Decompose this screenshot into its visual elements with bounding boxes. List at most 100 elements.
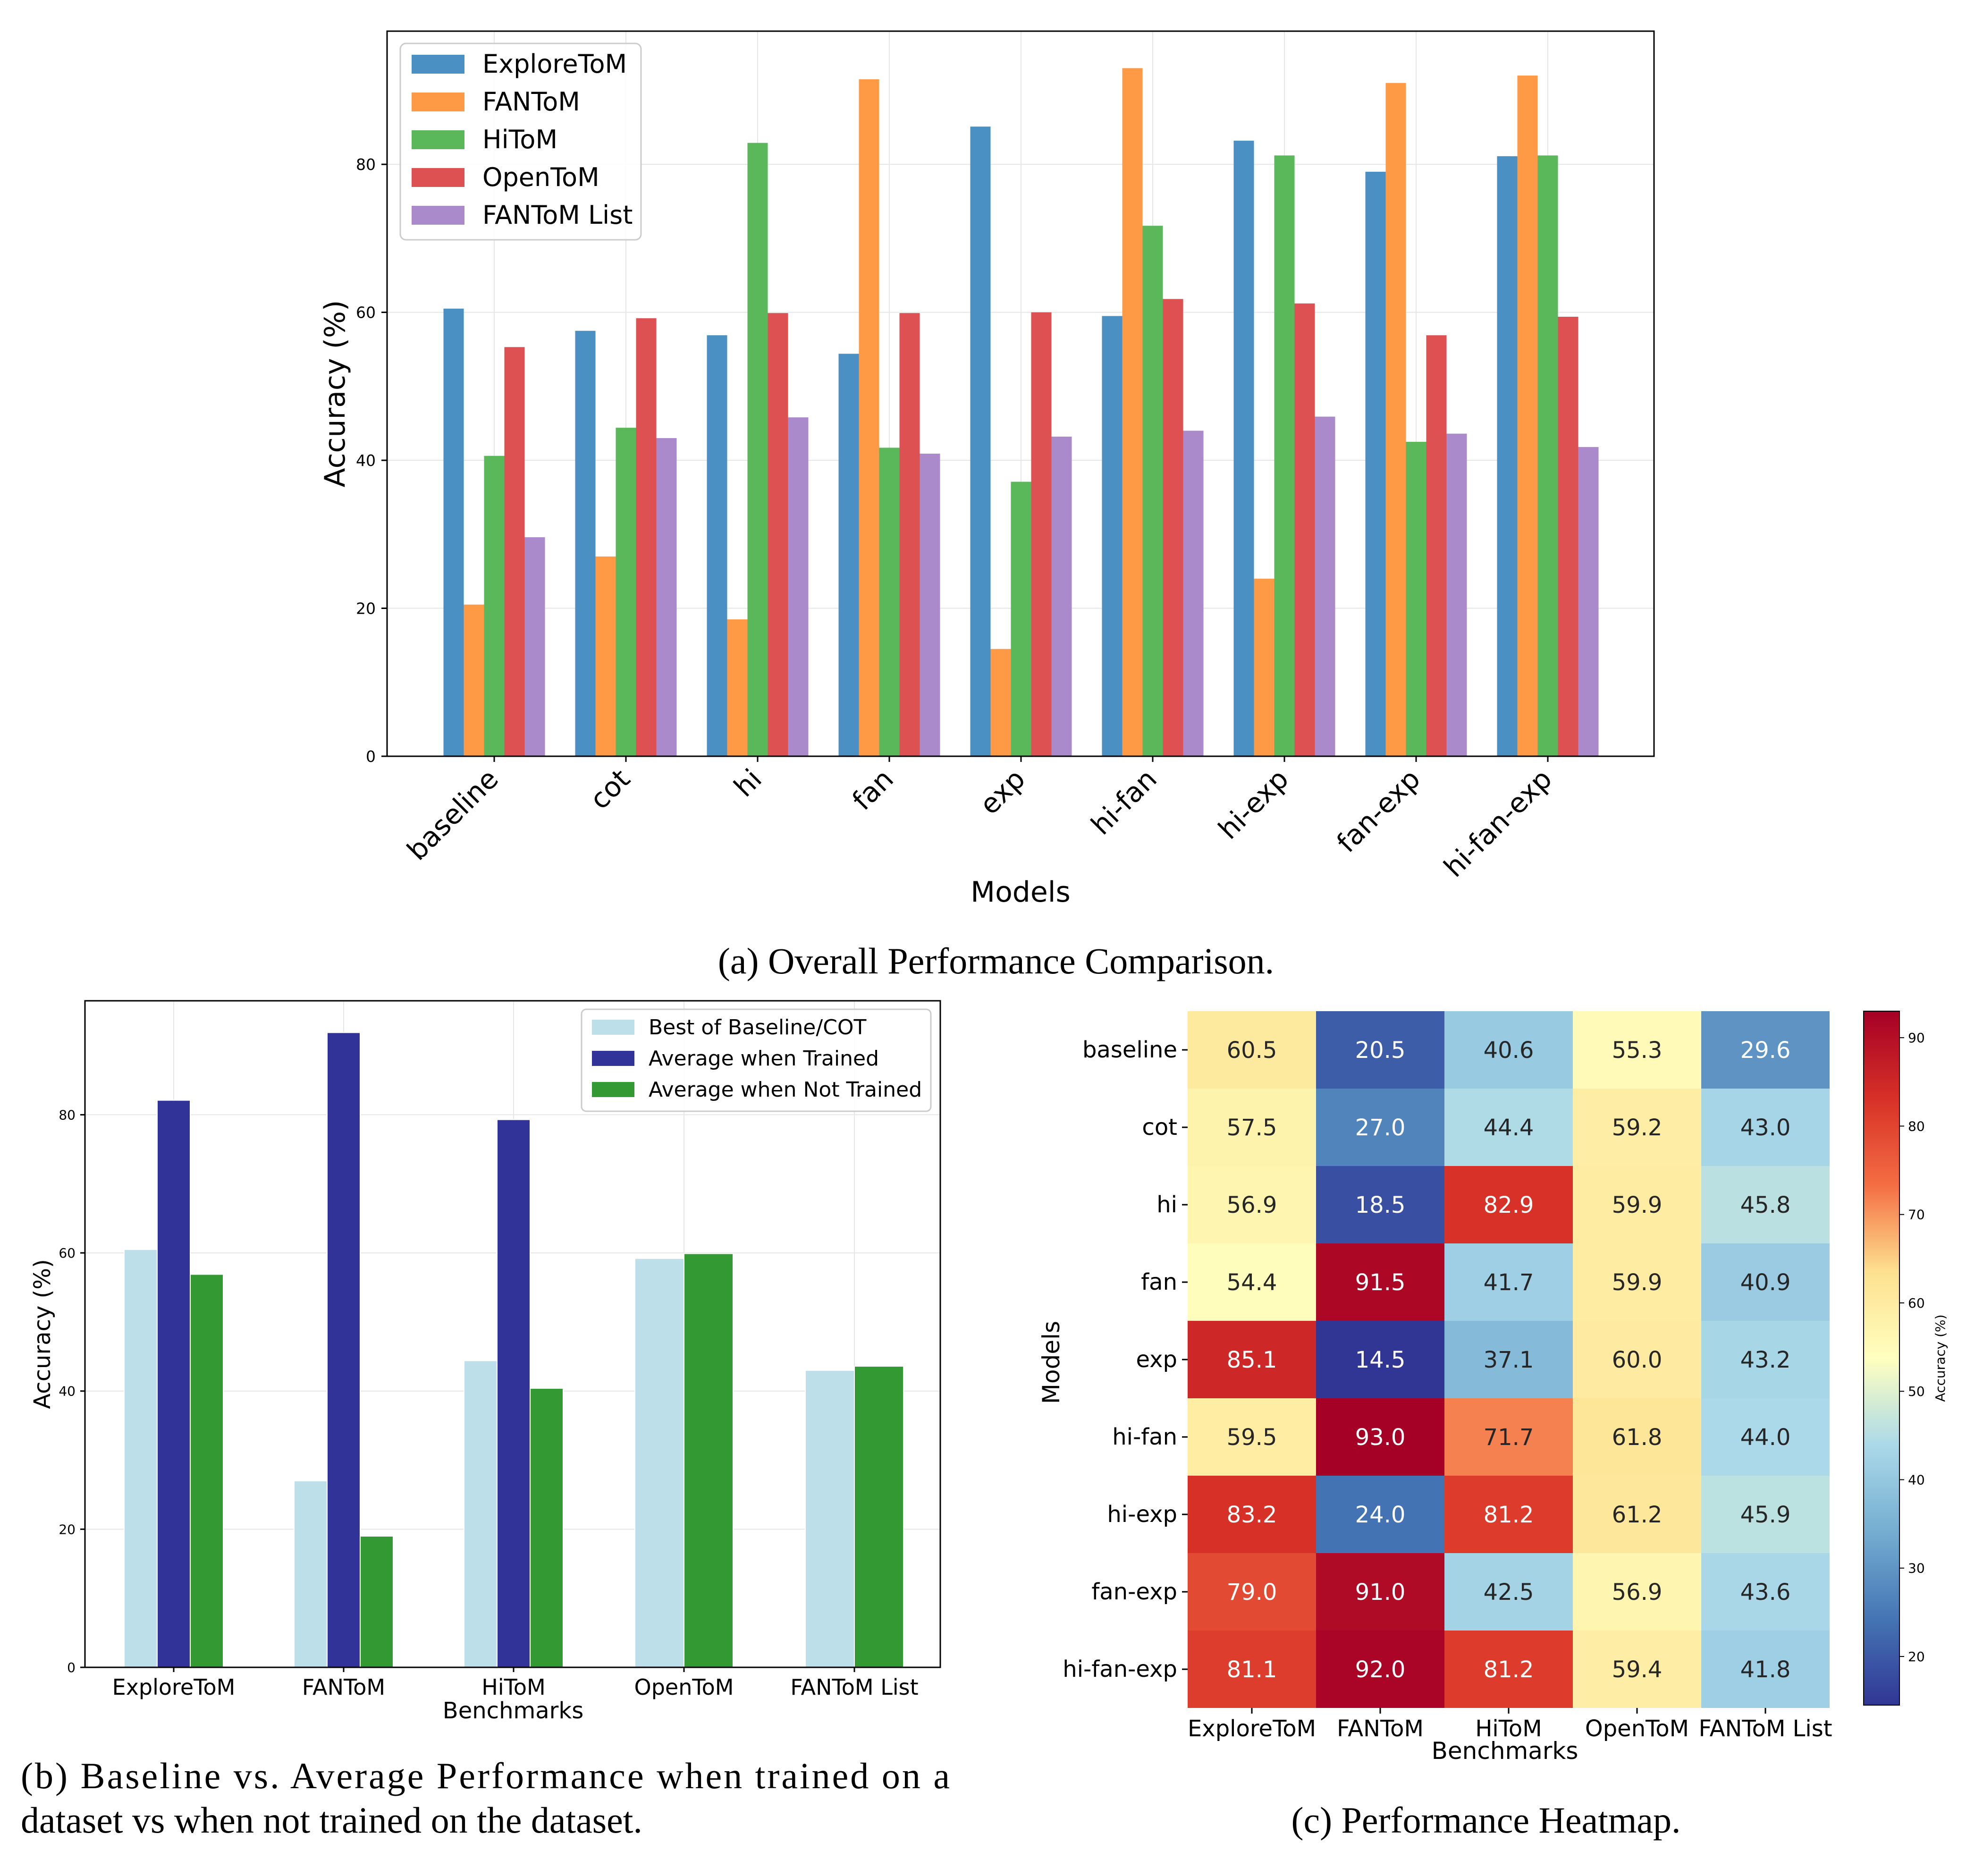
heatmap-value-label: 45.8 <box>1740 1192 1791 1218</box>
heatmap-cell-hi-exp-fantom <box>1316 1476 1444 1553</box>
legend-swatch-exploretom <box>412 55 464 74</box>
heatmap-cell-fan-fantom-list <box>1701 1243 1830 1321</box>
heatmap-cell-hi-exp-fantom-list <box>1701 1476 1830 1553</box>
chart-b-y-tick-label: 40 <box>59 1384 76 1399</box>
bar-fantom-list-average-when-not-trained <box>854 1366 904 1668</box>
heatmap-value-label: 93.0 <box>1355 1424 1406 1451</box>
bar-hi-fantom <box>727 619 748 756</box>
colorbar-tick-label: 70 <box>1908 1207 1925 1223</box>
heatmap-value-label: 59.9 <box>1612 1192 1663 1218</box>
bar-opentom-best-of-baseline-cot <box>634 1258 684 1668</box>
legend-swatch-average-when-not-trained <box>592 1082 634 1097</box>
legend-label-fantom: FANToM <box>482 87 580 117</box>
heatmap-value-label: 91.0 <box>1355 1579 1406 1606</box>
bar-cot-fantom-list <box>656 438 677 756</box>
heatmap-cell-cot-opentom <box>1573 1089 1701 1166</box>
bar-hi-fan-exploretom <box>1102 316 1123 756</box>
bar-hi-fan-exp-fantom-list <box>1578 447 1599 756</box>
heatmap-cell-hi-fan-opentom <box>1573 1398 1701 1476</box>
caption-b-line-1: (b) Baseline vs. Average Performance whe… <box>21 1755 950 1796</box>
bar-exploretom-average-when-not-trained <box>190 1274 224 1668</box>
bar-fan-exp-fantom-list <box>1446 433 1467 756</box>
bar-fan-exp-fantom <box>1385 83 1406 757</box>
chart-b-x-tick-label: ExploreToM <box>112 1674 236 1700</box>
chart-a-y-axis-label: Accuracy (%) <box>319 300 352 488</box>
colorbar-gradient <box>1863 1011 1900 1706</box>
heatmap-cell-fan-exp-fantom-list <box>1701 1553 1830 1631</box>
heatmap-value-label: 54.4 <box>1227 1269 1277 1296</box>
chart-b-bars <box>124 1032 904 1668</box>
bar-hi-fantom-list <box>788 417 809 756</box>
chart-a-y-tick-label: 80 <box>356 155 376 174</box>
bar-exp-opentom <box>1031 312 1052 756</box>
heatmap-value-label: 43.0 <box>1740 1115 1791 1141</box>
bar-baseline-exploretom <box>443 308 464 756</box>
heatmap-value-label: 81.2 <box>1484 1502 1534 1528</box>
chart-b-y-tick-label: 20 <box>59 1521 76 1537</box>
chart-b-y-tick-label: 60 <box>59 1245 76 1261</box>
heatmap-cell-cot-fantom-list <box>1701 1089 1830 1166</box>
heatmap-value-label: 43.6 <box>1740 1579 1791 1606</box>
bar-hi-fan-fantom-list <box>1183 431 1204 756</box>
heatmap-cell-hi-fan-fantom <box>1316 1398 1444 1476</box>
caption-c: (c) Performance Heatmap. <box>1291 1800 1680 1841</box>
chart-b-x-tick-label: HiToM <box>481 1674 545 1700</box>
heatmap-cell-fan-fantom <box>1316 1243 1444 1321</box>
bar-hi-exp-opentom <box>1294 303 1315 756</box>
bar-hitom-average-when-not-trained <box>530 1387 564 1668</box>
bar-exploretom-average-when-trained <box>157 1099 191 1668</box>
bar-hi-opentom <box>768 313 788 756</box>
heatmap-value-label: 59.9 <box>1612 1269 1663 1296</box>
chart-b-y-ticks: 0 20 40 60 80 <box>59 1107 85 1675</box>
bar-exploretom-best-of-baseline-cot <box>124 1249 158 1668</box>
bar-baseline-hitom <box>484 456 505 756</box>
heatmap-value-label: 57.5 <box>1227 1115 1277 1141</box>
heatmap-cell-hi-fan-exp-opentom <box>1573 1631 1701 1708</box>
legend-swatch-fantom-list <box>412 206 464 225</box>
bar-cot-fantom <box>595 556 616 756</box>
heatmap-value-label: 83.2 <box>1227 1502 1277 1528</box>
chart-b-x-tick-label: OpenToM <box>634 1674 734 1700</box>
heatmap-x-axis-label: Benchmarks <box>1432 1737 1578 1765</box>
bar-exp-fantom-list <box>1051 436 1072 756</box>
legend-label-opentom: OpenToM <box>482 162 599 192</box>
heatmap-cell-hi-fan-hitom <box>1444 1398 1573 1476</box>
heatmap-row-label: baseline <box>1082 1037 1177 1063</box>
legend-label-average-when-not-trained: Average when Not Trained <box>649 1078 922 1102</box>
heatmap-row-label: hi-exp <box>1107 1501 1177 1528</box>
colorbar-tick-label: 80 <box>1908 1118 1925 1134</box>
heatmap-cell-baseline-exploretom <box>1188 1011 1316 1089</box>
heatmap-cell-baseline-fantom-list <box>1701 1011 1830 1089</box>
caption-a: (a) Overall Performance Comparison. <box>718 940 1274 981</box>
chart-a-y-tick-label: 40 <box>356 451 376 470</box>
heatmap-value-label: 56.9 <box>1612 1579 1663 1606</box>
legend-swatch-opentom <box>412 168 464 187</box>
heatmap-cell-fan-exp-exploretom <box>1188 1553 1316 1631</box>
bar-hi-fan-exp-opentom <box>1558 316 1578 756</box>
bar-cot-opentom <box>636 318 657 756</box>
heatmap-row-label: hi-fan-exp <box>1063 1656 1177 1682</box>
heatmap-value-label: 44.4 <box>1484 1115 1534 1141</box>
heatmap-cell-baseline-opentom <box>1573 1011 1701 1089</box>
bar-hitom-average-when-trained <box>497 1119 531 1668</box>
bar-fan-opentom <box>899 313 920 756</box>
heatmap-value-label: 44.0 <box>1740 1424 1791 1451</box>
heatmap-value-label: 60.0 <box>1612 1347 1663 1373</box>
heatmap-column-label: HiToM <box>1475 1715 1542 1742</box>
chart-b-x-tick-label: FANToM List <box>790 1674 918 1700</box>
bar-hi-exp-fantom <box>1254 578 1274 756</box>
bar-fantom-best-of-baseline-cot <box>294 1480 328 1668</box>
bar-hi-fan-hitom <box>1142 226 1163 756</box>
heatmap-cell-exp-exploretom <box>1188 1321 1316 1398</box>
heatmap-value-label: 24.0 <box>1355 1502 1406 1528</box>
heatmap-value-label: 71.7 <box>1484 1424 1534 1451</box>
heatmap-cell-exp-fantom-list <box>1701 1321 1830 1398</box>
bar-hi-exp-hitom <box>1274 155 1295 756</box>
heatmap-cell-cot-exploretom <box>1188 1089 1316 1166</box>
heatmap-value-label: 59.2 <box>1612 1115 1663 1141</box>
heatmap-value-label: 20.5 <box>1355 1037 1406 1064</box>
heatmap-cell-hi-exp-opentom <box>1573 1476 1701 1553</box>
heatmap-value-label: 81.1 <box>1227 1656 1277 1683</box>
chart-b-y-tick-label: 0 <box>67 1660 76 1675</box>
